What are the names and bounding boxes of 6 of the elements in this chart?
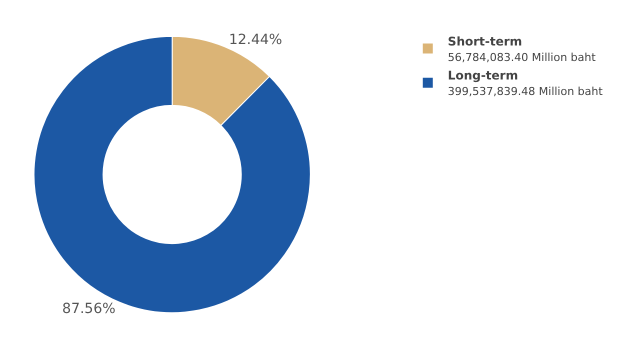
data-label: 12.44% bbox=[228, 32, 282, 48]
text: 399,537,839.48 Million baht bbox=[448, 85, 604, 98]
text: 56,784,083.40 Million baht bbox=[448, 51, 596, 64]
legend-label: Short-term bbox=[448, 34, 522, 48]
data-label: 87.56% bbox=[62, 301, 116, 318]
legend-label: Long-term bbox=[448, 68, 518, 83]
